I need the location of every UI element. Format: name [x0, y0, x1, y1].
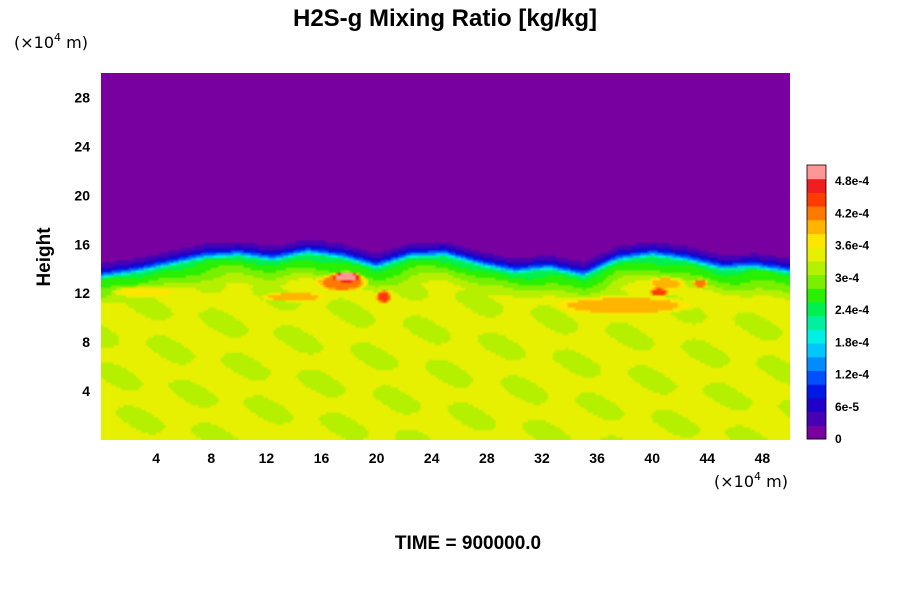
colorbar-segment [807, 411, 826, 426]
y-tick-label: 24 [74, 138, 90, 154]
colorbar-label: 4.2e-4 [835, 206, 869, 220]
colorbar-segment [807, 178, 826, 193]
colorbar-label: 0 [835, 432, 842, 446]
colorbar-segment [807, 329, 826, 344]
x-tick-label: 20 [369, 450, 385, 466]
x-tick-label: 24 [424, 450, 440, 466]
y-tick-label: 28 [74, 89, 90, 105]
colorbar-label: 3.6e-4 [835, 239, 869, 253]
x-tick-label: 12 [259, 450, 275, 466]
colorbar-segment [807, 356, 826, 371]
colorbar-frame [806, 164, 827, 440]
colorbar-segment [807, 397, 826, 413]
colorbar-segment [807, 425, 826, 440]
plot-area [101, 73, 790, 440]
y-tick-label: 16 [74, 236, 90, 252]
time-label: TIME = 900000.0 [395, 533, 541, 554]
x-tick-label: 44 [700, 450, 716, 466]
y-tick-label: 12 [74, 285, 90, 301]
y-axis-ticks: 4 8 12 16 20 24 28 [74, 89, 90, 399]
colorbar-label: 1.8e-4 [835, 335, 869, 349]
colorbar-segment [807, 247, 826, 262]
colorbar-segment [807, 370, 826, 385]
colorbar-segment [807, 165, 826, 180]
colorbar-label: 6e-5 [835, 400, 859, 414]
x-tick-label: 4 [152, 450, 160, 466]
colorbar-label: 3e-4 [835, 271, 859, 285]
colorbar-segment [807, 288, 826, 303]
colorbar-segment [807, 219, 826, 234]
x-tick-label: 16 [314, 450, 330, 466]
colorbar-label: 2.4e-4 [835, 303, 869, 317]
colorbar-label: 4.8e-4 [835, 174, 869, 188]
x-axis-ticks: 4 8 12 16 20 24 28 32 36 40 44 48 [152, 450, 770, 466]
heatmap-field [101, 73, 790, 440]
colorbar-segment [807, 192, 826, 207]
x-tick-label: 36 [589, 450, 605, 466]
y-tick-label: 4 [82, 383, 90, 399]
colorbar: 0 6e-5 1.2e-4 1.8e-4 2.4e-4 3e-4 3.6e-4 4.2e-4 4… [806, 164, 869, 446]
colorbar-label: 1.2e-4 [835, 368, 869, 382]
x-tick-label: 32 [534, 450, 550, 466]
x-tick-label: 28 [479, 450, 495, 466]
colorbar-segment [807, 384, 826, 399]
colorbar-segment [807, 260, 826, 276]
colorbar-segment [807, 274, 826, 289]
x-tick-label: 48 [755, 450, 771, 466]
x-tick-label: 40 [644, 450, 660, 466]
x-tick-label: 8 [207, 450, 215, 466]
colorbar-segment [807, 206, 826, 221]
x-axis-unit: (×104 m) [714, 470, 788, 491]
colorbar-segment [807, 302, 826, 317]
colorbar-segment [807, 315, 826, 330]
y-tick-label: 8 [82, 334, 90, 350]
colorbar-segment [807, 343, 826, 358]
chart-title: H2S-g Mixing Ratio [kg/kg] [293, 5, 597, 32]
y-axis-title: Height [34, 227, 55, 287]
y-tick-label: 20 [74, 187, 90, 203]
y-axis-unit: (×104 m) [14, 31, 88, 52]
colorbar-segment [807, 233, 826, 248]
